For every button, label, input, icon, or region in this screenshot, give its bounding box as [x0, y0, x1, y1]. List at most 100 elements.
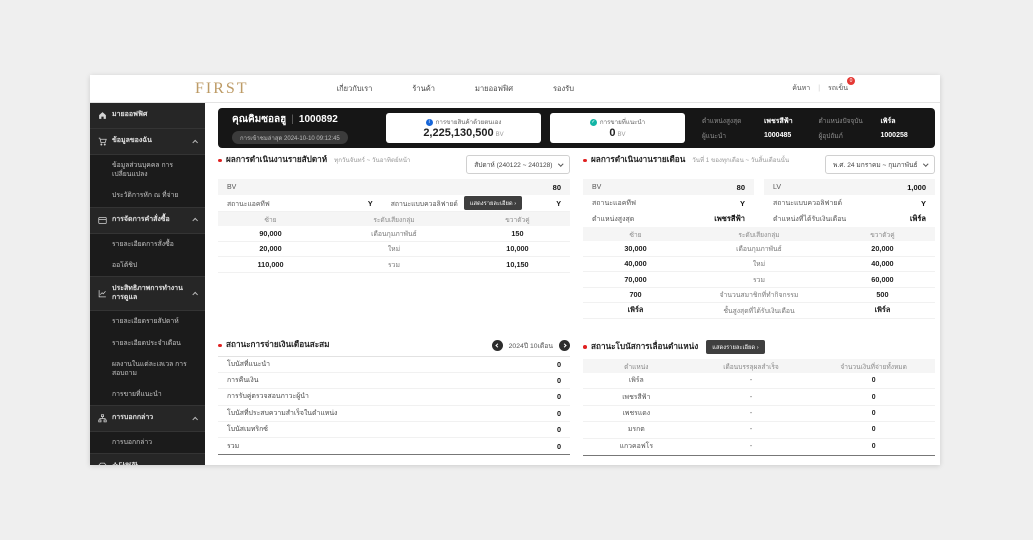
nav-link[interactable]: มายออฟฟิศ: [475, 83, 513, 93]
qualified-status-row: สถานะแบบควอลิฟายด์ Y: [764, 195, 935, 211]
sidebar-item-order-management[interactable]: การจัดการคำสั่งซื้อ: [90, 208, 205, 234]
bonus-amount: 0: [556, 360, 561, 370]
sidebar-item-notice[interactable]: การบอกกล่าว: [90, 406, 205, 433]
dropdown-value: พ.ศ. 24 มกราคม ~ กุมภาพันธ์: [833, 162, 918, 169]
chevron-up-icon: [192, 139, 198, 146]
cell-amount: 0: [871, 377, 876, 385]
sidebar-subitem-monthly-details[interactable]: รายละเอียดประจำเดือน: [112, 339, 181, 347]
chart-line-icon: [98, 290, 106, 298]
sidebar-subitem-autoship[interactable]: ออโต้ชิป: [112, 261, 138, 269]
month-select-dropdown[interactable]: พ.ศ. 24 มกราคม ~ กุมภาพันธ์: [825, 155, 935, 174]
active-status-label: สถานะแอคทีฟ: [227, 200, 270, 208]
order-card-icon: [98, 216, 107, 224]
chevron-up-icon: [192, 218, 198, 224]
chevron-down-icon: [192, 463, 198, 465]
salary-list: โบนัสที่แนะนำ 0 การคืนเงิน 0 การรับคู่ตร…: [218, 356, 570, 456]
table-row: 90,000 เดือนกุมภาพันธ์ 150: [218, 226, 570, 242]
active-status-row: สถานะแอคทีฟ Y: [583, 195, 754, 211]
cell-category: เดือนกุมภาพันธ์: [736, 245, 782, 253]
sidebar-subitem-referral-sales[interactable]: การขายที่แนะนำ: [112, 391, 162, 399]
week-select-dropdown[interactable]: สัปดาห์ (240122 ~ 240128): [466, 155, 570, 174]
weekly-performance-panel: ผลการดำเนินงานรายสัปดาห์ ทุกวันจันทร์ ~ …: [218, 155, 570, 335]
active-status-value: Y: [739, 198, 745, 208]
sidebar-item-label: 수당현황: [112, 463, 188, 465]
show-details-button[interactable]: แสดงรายละเอียด ›: [706, 340, 765, 354]
cell-category: จำนวนสมาชิกที่ทำกิจกรรม: [719, 292, 799, 300]
cell-category: ชั้นสูงสุดที่ได้รับเงินเดือน: [723, 307, 795, 315]
cell-category: ใหม่: [387, 246, 401, 254]
bv-label: BV: [227, 183, 237, 191]
cell-rank: แกวคอฟโร: [619, 443, 654, 451]
sidebar-item-myoffice[interactable]: มายออฟฟิศ: [90, 103, 205, 129]
cumulative-salary-panel: สถานะการจ่ายเงินเดือนสะสม 2024ปี 10เดือน…: [218, 340, 570, 462]
home-icon: [99, 112, 106, 119]
top-rank-value: เพชรสีฟ้า: [714, 214, 745, 223]
stat-label: ตำแหน่งสูงสุด: [702, 118, 742, 125]
cell-category: ใหม่: [752, 261, 766, 269]
table-row: มรกต - 0: [583, 422, 935, 439]
status-row: สถานะแอคทีฟ Y สถานะแบบควอลิฟายด์ แสดงราย…: [218, 195, 570, 212]
month-pager: 2024ปี 10เดือน: [491, 340, 570, 351]
sidebar: มายออฟฟิศ ข้อมูลของฉัน ข้อมูลส่วนบุคคล ก…: [90, 103, 205, 465]
nav-link[interactable]: เกี่ยวกับเรา: [336, 83, 373, 93]
cell-left: 700: [629, 290, 642, 300]
paid-rank-value: เพิร์ล: [909, 214, 926, 223]
top-rank-label: ตำแหน่งสูงสุด: [592, 215, 635, 223]
cell-amount: 0: [871, 443, 876, 451]
cell-right: 500: [876, 290, 889, 300]
search-link[interactable]: ค้นหา: [792, 85, 811, 92]
bonus-amount: 0: [556, 408, 561, 418]
table-row: เพิร์ล ชั้นสูงสุดที่ได้รับเงินเดือน เพิร…: [583, 303, 935, 319]
nav-link[interactable]: รองรับ: [552, 83, 574, 93]
table-body: 90,000 เดือนกุมภาพันธ์ 150 20,000 ใหม่ 1…: [218, 226, 570, 273]
cell-month: -: [749, 426, 753, 434]
list-item: โบนัสที่แนะนำ 0: [218, 357, 570, 374]
bv-row: BV 80: [218, 179, 570, 195]
weekly-table: ซ้าย ระดับเสียงกลุ่ม ขวาตัวคู่ 90,000 เด…: [218, 212, 570, 273]
table-body: 30,000 เดือนกุมภาพันธ์ 20,000 40,000 ใหม…: [583, 241, 935, 319]
sidebar-subitem-weekly-details[interactable]: รายละเอียดรายสัปดาห์: [112, 318, 179, 326]
cell-right: 40,000: [871, 259, 894, 269]
brand-logo[interactable]: FIRST: [195, 79, 249, 97]
bonus-label: โบนัสที่แนะนำ: [227, 361, 270, 369]
app-window: FIRST เกี่ยวกับเรา ร้านค้า มายออฟฟิศ รองรับ…: [90, 75, 940, 465]
sidebar-subitem-withholding-history[interactable]: ประวัติการหัก ณ ที่จ่าย: [112, 192, 179, 200]
cell-category: รวม: [388, 261, 400, 269]
qualified-status-label: สถานะแบบควอลิฟายด์: [773, 199, 843, 207]
cell-right: 150: [511, 228, 524, 238]
active-status-label: สถานะแอคทีฟ: [592, 199, 636, 207]
nav-link[interactable]: ร้านค้า: [412, 83, 436, 93]
sidebar-item-label: ข้อมูลของฉัน: [112, 137, 152, 145]
sidebar-subitem-order-details[interactable]: รายละเอียดการสั่งซื้อ: [112, 240, 174, 248]
cell-left: 30,000: [624, 243, 647, 253]
col-total-paid: จำนวนเงินที่จ่ายทั้งหมด: [840, 363, 907, 371]
cart-link[interactable]: รถเข็น 0: [828, 77, 855, 94]
stat-value: เพชรสีฟ้า: [764, 117, 793, 125]
sidebar-item-my-info[interactable]: ข้อมูลของฉัน: [90, 129, 205, 155]
self-sales-value: 2,225,130,500: [423, 127, 494, 139]
list-item: โบนัสที่ประสบความสำเร็จในตำแหน่ง 0: [218, 406, 570, 422]
show-details-button[interactable]: แสดงรายละเอียด ›: [463, 196, 523, 210]
col-group-volume: ระดับเสียงกลุ่ม: [373, 216, 415, 224]
sidebar-subitem-notice[interactable]: การบอกกล่าว: [112, 439, 153, 447]
sidebar-subitem-level-performance[interactable]: ผลงานในแต่ละเลเวล การสอบถาม: [112, 360, 187, 377]
sidebar-item-label: การจัดการคำสั่งซื้อ: [112, 215, 170, 223]
table-row: เพชรสีฟ้า - 0: [583, 389, 935, 406]
table-row: 110,000 รวม 10,150: [218, 257, 570, 273]
next-month-button[interactable]: [559, 340, 570, 351]
bonus-amount: 0: [556, 441, 561, 451]
cell-right: 20,000: [871, 243, 894, 253]
cell-left: 110,000: [257, 259, 284, 269]
rank-stats: ตำแหน่งสูงสุด เพชรสีฟ้า ตำแหน่งปัจจุบัน …: [702, 116, 921, 141]
prev-month-button[interactable]: [491, 340, 503, 351]
bonus-label: โบนัสเมทริกซ์: [227, 425, 268, 433]
bv-unit: BV: [617, 132, 626, 138]
sidebar-item-allowance-status[interactable]: 수당현황: [90, 454, 205, 465]
stat-value: เพิร์ล: [880, 117, 896, 125]
sidebar-submenu: รายละเอียดรายสัปดาห์ รายละเอียดประจำเดือ…: [90, 311, 205, 407]
stat-current-rank: ตำแหน่งปัจจุบัน เพิร์ล: [819, 116, 922, 127]
cell-rank: เพชรแดง: [622, 409, 651, 417]
panel-title: ผลการดำเนินงานรายสัปดาห์: [226, 155, 328, 164]
sidebar-item-performance[interactable]: ประสิทธิภาพการทำงาน การดูแล: [90, 277, 205, 312]
sidebar-subitem-personal-info[interactable]: ข้อมูลส่วนบุคคล การเปลี่ยนแปลง: [112, 162, 174, 179]
